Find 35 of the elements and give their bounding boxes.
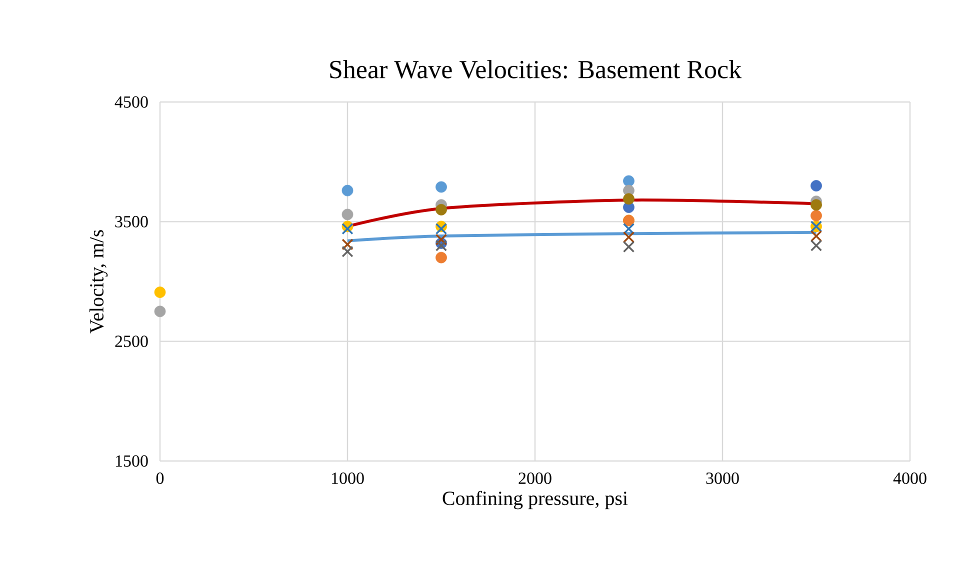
- point: [623, 193, 634, 205]
- point: [622, 222, 635, 235]
- point: [810, 240, 822, 252]
- chart-title: Shear Wave Velocities: Basement Rock: [330, 60, 742, 78]
- point: [342, 222, 354, 235]
- point: [436, 204, 447, 216]
- point: [436, 252, 447, 264]
- y-tick-label: 2500: [115, 336, 148, 348]
- x-tick-label: 3000: [706, 472, 739, 484]
- point: [435, 234, 448, 246]
- point: [622, 231, 635, 244]
- point: [436, 181, 447, 193]
- x-axis-title: Confining pressure, psi: [442, 490, 628, 510]
- y-tick-label: 1500: [116, 455, 148, 467]
- point: [810, 210, 822, 222]
- point: [154, 286, 166, 298]
- x-tick-label: 2000: [518, 472, 552, 484]
- y-axis-title: Velocity, m/s: [89, 230, 108, 334]
- point: [435, 222, 448, 235]
- point: [622, 240, 635, 253]
- point: [342, 246, 354, 258]
- y-tick-label: 3500: [115, 216, 148, 228]
- x-tick-label: 1000: [332, 472, 364, 484]
- point: [810, 199, 822, 211]
- point: [623, 175, 634, 187]
- point: [342, 238, 354, 250]
- point: [435, 240, 448, 252]
- point: [810, 180, 822, 192]
- x-tick-label: 4000: [893, 472, 926, 484]
- y-tick-label: 4500: [114, 96, 148, 108]
- x-tick-label: 0: [156, 472, 164, 484]
- point: [342, 208, 354, 220]
- point: [154, 306, 166, 318]
- point: [810, 230, 822, 242]
- point: [342, 184, 354, 196]
